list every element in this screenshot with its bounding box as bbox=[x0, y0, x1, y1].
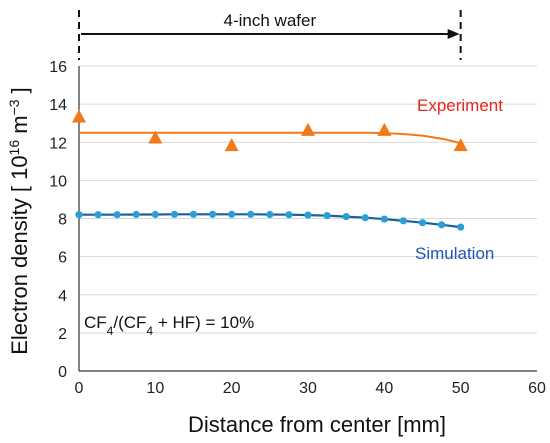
simulation-point-6 bbox=[189, 210, 198, 218]
simulation-point-1 bbox=[94, 211, 102, 219]
series-group bbox=[72, 109, 468, 231]
simulation-point-5 bbox=[170, 210, 179, 218]
y-tick-8: 8 bbox=[58, 212, 67, 229]
y-tick-10: 10 bbox=[49, 173, 67, 190]
wafer-span-label: 4-inch wafer bbox=[224, 11, 317, 30]
wafer-arrowhead bbox=[447, 29, 460, 39]
formula-part-2: /(CF bbox=[113, 313, 146, 332]
x-tick-10: 10 bbox=[146, 380, 164, 397]
simulation-point-2 bbox=[113, 211, 121, 219]
y-axis-title-close: ] bbox=[7, 87, 32, 99]
y-axis-title: Electron density [ 1016 m−3 ] bbox=[6, 87, 32, 355]
x-tick-60: 60 bbox=[528, 380, 546, 397]
simulation-point-4 bbox=[151, 210, 159, 219]
x-axis-title: Distance from center [mm] bbox=[188, 412, 446, 437]
simulation-point-18 bbox=[418, 219, 427, 227]
y-tick-0: 0 bbox=[58, 364, 67, 381]
simulation-point-3 bbox=[132, 210, 140, 219]
formula-sub-2: 4 bbox=[146, 324, 153, 338]
y-tick-6: 6 bbox=[58, 250, 67, 267]
y-tick-12: 12 bbox=[49, 135, 67, 152]
simulation-point-17 bbox=[399, 217, 408, 225]
simulation-point-8 bbox=[228, 210, 236, 218]
y-tick-2: 2 bbox=[58, 326, 67, 343]
y-tick-labels: 0 2 4 6 8 10 12 14 16 bbox=[49, 59, 67, 381]
experiment-point-5 bbox=[453, 138, 468, 152]
y-axis-title-unit-exp: −3 bbox=[6, 99, 22, 115]
y-tick-14: 14 bbox=[49, 97, 67, 114]
simulation-point-14 bbox=[342, 212, 350, 221]
y-tick-16: 16 bbox=[49, 59, 67, 76]
experiment-point-2 bbox=[224, 138, 239, 152]
experiment-point-0 bbox=[72, 109, 86, 123]
x-tick-40: 40 bbox=[375, 380, 393, 397]
simulation-point-19 bbox=[437, 221, 446, 229]
y-axis-title-unit: m bbox=[7, 115, 32, 139]
experiment-point-4 bbox=[377, 122, 392, 136]
experiment-point-1 bbox=[148, 130, 163, 144]
experiment-point-3 bbox=[301, 122, 315, 136]
y-axis-title-exp: 16 bbox=[6, 140, 22, 156]
y-axis-title-main: Electron density [ 10 bbox=[7, 155, 32, 354]
x-tick-0: 0 bbox=[75, 380, 84, 397]
formula-part-1: CF bbox=[84, 313, 107, 332]
formula-part-3: + HF) = 10% bbox=[153, 313, 254, 332]
simulation-point-0 bbox=[75, 211, 83, 219]
simulation-point-13 bbox=[323, 212, 331, 220]
x-tick-labels: 0 10 20 30 40 50 60 bbox=[75, 380, 546, 397]
simulation-point-9 bbox=[247, 210, 255, 218]
simulation-point-11 bbox=[285, 211, 293, 219]
simulation-label: Simulation bbox=[415, 244, 494, 263]
simulation-point-12 bbox=[304, 211, 312, 219]
simulation-point-16 bbox=[380, 215, 388, 223]
experiment-fit-line bbox=[79, 131, 461, 145]
x-tick-30: 30 bbox=[299, 380, 317, 397]
simulation-point-10 bbox=[266, 210, 274, 219]
x-tick-20: 20 bbox=[223, 380, 241, 397]
wafer-span-annotation: 4-inch wafer bbox=[78, 10, 462, 60]
formula-sub-1: 4 bbox=[107, 324, 114, 338]
gas-ratio-formula: CF4/(CF4 + HF) = 10% bbox=[84, 313, 254, 338]
y-tick-4: 4 bbox=[58, 288, 67, 305]
experiment-label: Experiment bbox=[417, 96, 503, 115]
simulation-point-20 bbox=[457, 223, 465, 231]
simulation-point-7 bbox=[208, 210, 217, 218]
x-tick-50: 50 bbox=[452, 380, 470, 397]
simulation-point-15 bbox=[361, 214, 369, 222]
